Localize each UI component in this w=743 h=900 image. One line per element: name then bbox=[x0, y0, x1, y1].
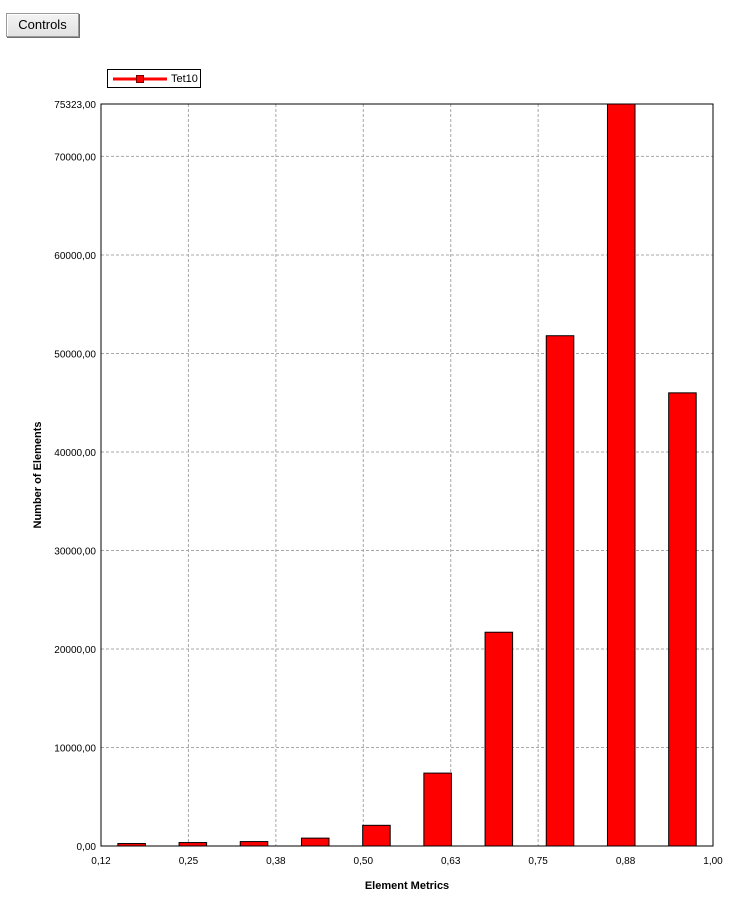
y-tick-label: 20000,00 bbox=[54, 645, 96, 656]
y-tick-label: 50000,00 bbox=[54, 349, 96, 360]
bar-4[interactable] bbox=[300, 837, 330, 847]
y-tick-label: 60000,00 bbox=[54, 251, 96, 262]
y-tick-label: 70000,00 bbox=[54, 152, 96, 163]
bar-9[interactable] bbox=[606, 103, 636, 847]
bar-3[interactable] bbox=[239, 841, 269, 847]
bar-2[interactable] bbox=[178, 842, 208, 847]
bar-8[interactable] bbox=[545, 335, 575, 847]
bars bbox=[117, 103, 697, 847]
bar-5[interactable] bbox=[362, 824, 391, 847]
x-tick-label: 0,12 bbox=[91, 856, 111, 867]
plot-area-border bbox=[100, 103, 714, 847]
y-axis-tick-labels: 0,00 10000,00 20000,00 30000,00 40000,00 5000… bbox=[54, 100, 96, 853]
x-tick-label: 0,75 bbox=[528, 856, 548, 867]
x-tick-label: 0,88 bbox=[616, 856, 636, 867]
y-tick-label: 75323,00 bbox=[54, 100, 96, 111]
y-tick-label: 10000,00 bbox=[54, 743, 96, 754]
x-axis-title: Element Metrics bbox=[365, 880, 449, 892]
x-tick-label: 0,25 bbox=[179, 856, 199, 867]
y-axis-title: Number of Elements bbox=[32, 422, 44, 529]
x-tick-label: 0,63 bbox=[441, 856, 461, 867]
x-tick-label: 0,38 bbox=[266, 856, 286, 867]
y-tick-label: 0,00 bbox=[77, 842, 97, 853]
bar-7[interactable] bbox=[484, 631, 514, 847]
bar-6[interactable] bbox=[423, 772, 452, 847]
controls-button[interactable]: Controls bbox=[6, 13, 79, 37]
x-axis-tick-labels: 0,12 0,25 0,38 0,50 0,63 0,75 0,88 1,00 bbox=[91, 856, 723, 867]
x-tick-label: 1,00 bbox=[703, 856, 723, 867]
bar-10[interactable] bbox=[668, 392, 697, 847]
x-tick-label: 0,50 bbox=[354, 856, 374, 867]
chart-legend: Tet10 bbox=[107, 69, 201, 88]
legend-label-tet10: Tet10 bbox=[171, 73, 198, 85]
y-tick-label: 30000,00 bbox=[54, 546, 96, 557]
legend-series-marker-icon bbox=[113, 75, 167, 83]
y-tick-label: 40000,00 bbox=[54, 448, 96, 459]
